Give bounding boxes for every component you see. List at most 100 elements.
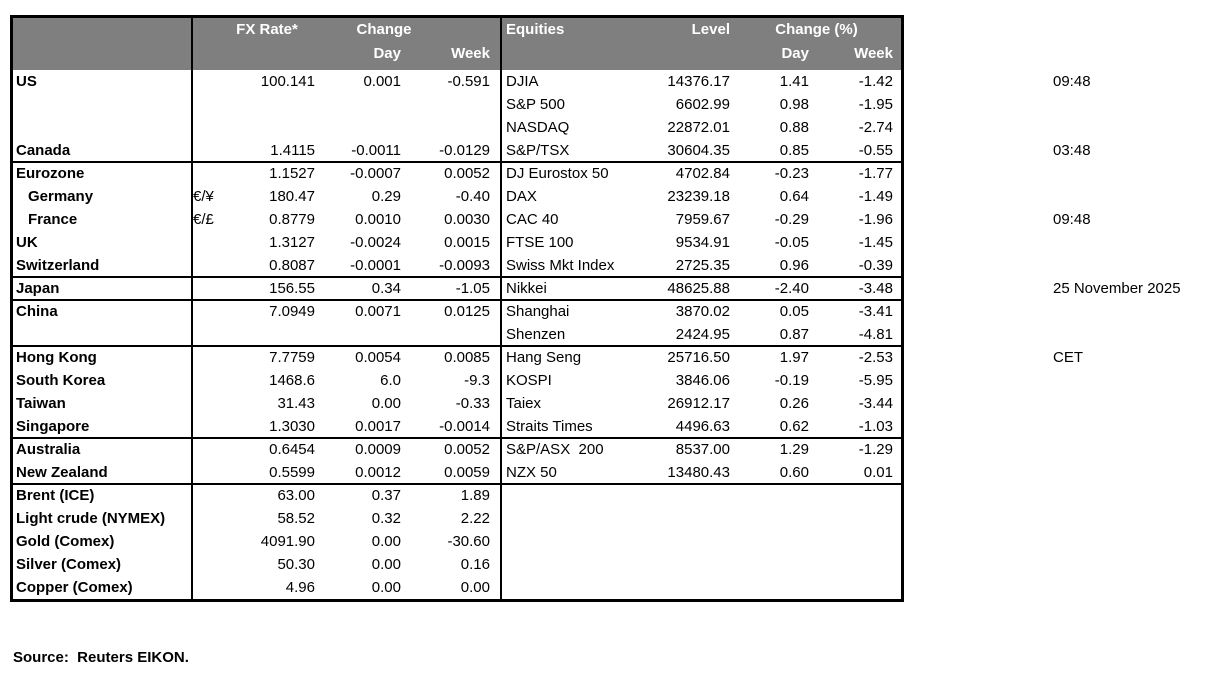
row-label-cell: Brent (ICE) bbox=[16, 487, 95, 504]
equity-name-cell: Taiex bbox=[506, 395, 542, 412]
level-cell: 48625.88 bbox=[667, 280, 730, 297]
week-change-cell: -0.55 bbox=[858, 142, 893, 159]
level-cell: 3870.02 bbox=[675, 303, 730, 320]
fx-row bbox=[13, 116, 500, 139]
equity-row: KOSPI 3846.06 -0.19 -5.95 bbox=[502, 369, 901, 392]
week-change-cell: 0.01 bbox=[863, 464, 893, 481]
row-label-cell: Taiwan bbox=[16, 395, 66, 412]
equity-name-cell: Hang Seng bbox=[506, 349, 582, 366]
week-change-cell bbox=[409, 116, 500, 139]
day-change-cell: 0.62 bbox=[779, 418, 809, 435]
fx-rate-cell: 1.3127 bbox=[269, 234, 315, 251]
equities-group: S&P/ASX 200 8537.00 1.29 -1.29 NZX 50 13480.4… bbox=[502, 438, 901, 485]
fx-rate-cell: 1468.6 bbox=[269, 372, 315, 389]
week-change-cell: -1.05 bbox=[455, 280, 490, 297]
currency-pair-cell bbox=[193, 576, 219, 599]
fx-rate-header: FX Rate* bbox=[236, 21, 298, 38]
equity-row: DAX 23239.18 0.64 -1.49 bbox=[502, 185, 901, 208]
currency-pair-cell bbox=[193, 254, 219, 277]
fx-row: Australia 0.6454 0.0009 0.0052 bbox=[13, 438, 500, 461]
equities-week-subheader: Week bbox=[854, 45, 893, 62]
fx-group: US 100.141 0.001 -0.591 Canada 1.4115 -0.0011 -… bbox=[13, 70, 500, 163]
week-change-cell bbox=[409, 93, 500, 116]
day-change-cell: 0.0054 bbox=[355, 349, 401, 366]
fx-group: Hong Kong 7.7759 0.0054 0.0085 South Korea 14… bbox=[13, 346, 500, 439]
week-change-cell: -3.48 bbox=[858, 280, 893, 297]
day-change-cell: 0.00 bbox=[371, 556, 401, 573]
day-change-cell: 0.29 bbox=[371, 188, 401, 205]
day-change-cell: 0.87 bbox=[779, 326, 809, 343]
week-change-cell: -30.60 bbox=[447, 533, 490, 550]
equity-name-cell: Swiss Mkt Index bbox=[506, 257, 615, 274]
fx-rate-cell: 4.96 bbox=[285, 579, 315, 596]
equity-name-cell: S&P/ASX 200 bbox=[506, 441, 604, 458]
day-change-cell: 0.0071 bbox=[355, 303, 401, 320]
level-cell: 9534.91 bbox=[675, 234, 730, 251]
day-change-cell: 0.0009 bbox=[355, 441, 401, 458]
level-cell: 3846.06 bbox=[675, 372, 730, 389]
equity-name-cell: DAX bbox=[506, 188, 537, 205]
week-change-cell: -2.74 bbox=[858, 119, 893, 136]
fx-row: South Korea 1468.6 6.0 -9.3 bbox=[13, 369, 500, 392]
week-change-cell: 0.0052 bbox=[444, 165, 490, 182]
equity-row: S&P/TSX 30604.35 0.85 -0.55 bbox=[502, 139, 901, 162]
week-change-cell: 0.00 bbox=[460, 579, 490, 596]
week-change-cell: 0.0030 bbox=[444, 211, 490, 228]
fx-day-subheader: Day bbox=[373, 45, 401, 62]
fx-row: Copper (Comex) 4.96 0.00 0.00 bbox=[13, 576, 500, 599]
fx-row: US 100.141 0.001 -0.591 bbox=[13, 70, 500, 93]
row-label-cell bbox=[13, 323, 193, 346]
label-column-divider bbox=[191, 18, 193, 599]
week-change-cell: 0.0059 bbox=[444, 464, 490, 481]
fx-rate-cell: 7.0949 bbox=[269, 303, 315, 320]
day-change-cell: -0.23 bbox=[774, 165, 809, 182]
fx-row: Canada 1.4115 -0.0011 -0.0129 bbox=[13, 139, 500, 162]
currency-pair-cell bbox=[193, 461, 219, 484]
level-cell: 23239.18 bbox=[667, 188, 730, 205]
currency-pair-cell bbox=[193, 438, 219, 461]
level-cell: 6602.99 bbox=[675, 96, 730, 113]
week-change-cell: -3.44 bbox=[858, 395, 893, 412]
currency-pair-cell bbox=[193, 415, 219, 438]
day-change-cell: 0.96 bbox=[779, 257, 809, 274]
day-change-cell: 1.29 bbox=[779, 441, 809, 458]
week-change-cell: -2.53 bbox=[858, 349, 893, 366]
fx-row: France €/£ 0.8779 0.0010 0.0030 bbox=[13, 208, 500, 231]
fx-rate-cell: 1.3030 bbox=[269, 418, 315, 435]
level-cell: 13480.43 bbox=[667, 464, 730, 481]
equity-name-cell: Nikkei bbox=[506, 280, 547, 297]
week-change-cell: -3.41 bbox=[858, 303, 893, 320]
level-cell: 7959.67 bbox=[675, 211, 730, 228]
week-change-cell: 2.22 bbox=[460, 510, 490, 527]
week-change-cell: -1.96 bbox=[858, 211, 893, 228]
empty-area bbox=[502, 484, 901, 599]
day-change-cell: -0.19 bbox=[774, 372, 809, 389]
equity-name-cell: Shenzen bbox=[506, 326, 566, 343]
level-cell: 8537.00 bbox=[675, 441, 730, 458]
day-change-cell: 0.26 bbox=[779, 395, 809, 412]
row-label-cell: Japan bbox=[16, 280, 60, 297]
timestamp-block: 09:48 03:48 09:48 25 November 2025 CET bbox=[1053, 24, 1181, 415]
row-label-cell: Canada bbox=[16, 142, 71, 159]
fx-group: Eurozone 1.1527 -0.0007 0.0052 Germany €/¥ 180… bbox=[13, 162, 500, 278]
fx-rate-cell: 7.7759 bbox=[269, 349, 315, 366]
day-change-cell: 0.37 bbox=[371, 487, 401, 504]
currency-pair-cell bbox=[193, 300, 219, 323]
equity-row: DJIA 14376.17 1.41 -1.42 bbox=[502, 70, 901, 93]
week-change-cell: -4.81 bbox=[858, 326, 893, 343]
currency-pair-cell bbox=[193, 162, 219, 185]
day-change-cell: 0.0010 bbox=[355, 211, 401, 228]
fx-row: China 7.0949 0.0071 0.0125 bbox=[13, 300, 500, 323]
week-change-cell: -0.591 bbox=[447, 73, 490, 90]
day-change-cell: -2.40 bbox=[774, 280, 809, 297]
day-change-cell: -0.0011 bbox=[351, 142, 401, 159]
fx-row: New Zealand 0.5599 0.0012 0.0059 bbox=[13, 461, 500, 484]
currency-pair-cell bbox=[193, 323, 219, 346]
row-label-cell bbox=[13, 116, 193, 139]
row-label-cell: Silver (Comex) bbox=[16, 556, 122, 573]
fx-rate-cell: 4091.90 bbox=[260, 533, 315, 550]
currency-pair-cell: €/¥ bbox=[193, 188, 214, 205]
level-cell: 30604.35 bbox=[667, 142, 730, 159]
fx-rate-cell: 50.30 bbox=[277, 556, 315, 573]
week-change-cell: 0.0085 bbox=[444, 349, 490, 366]
